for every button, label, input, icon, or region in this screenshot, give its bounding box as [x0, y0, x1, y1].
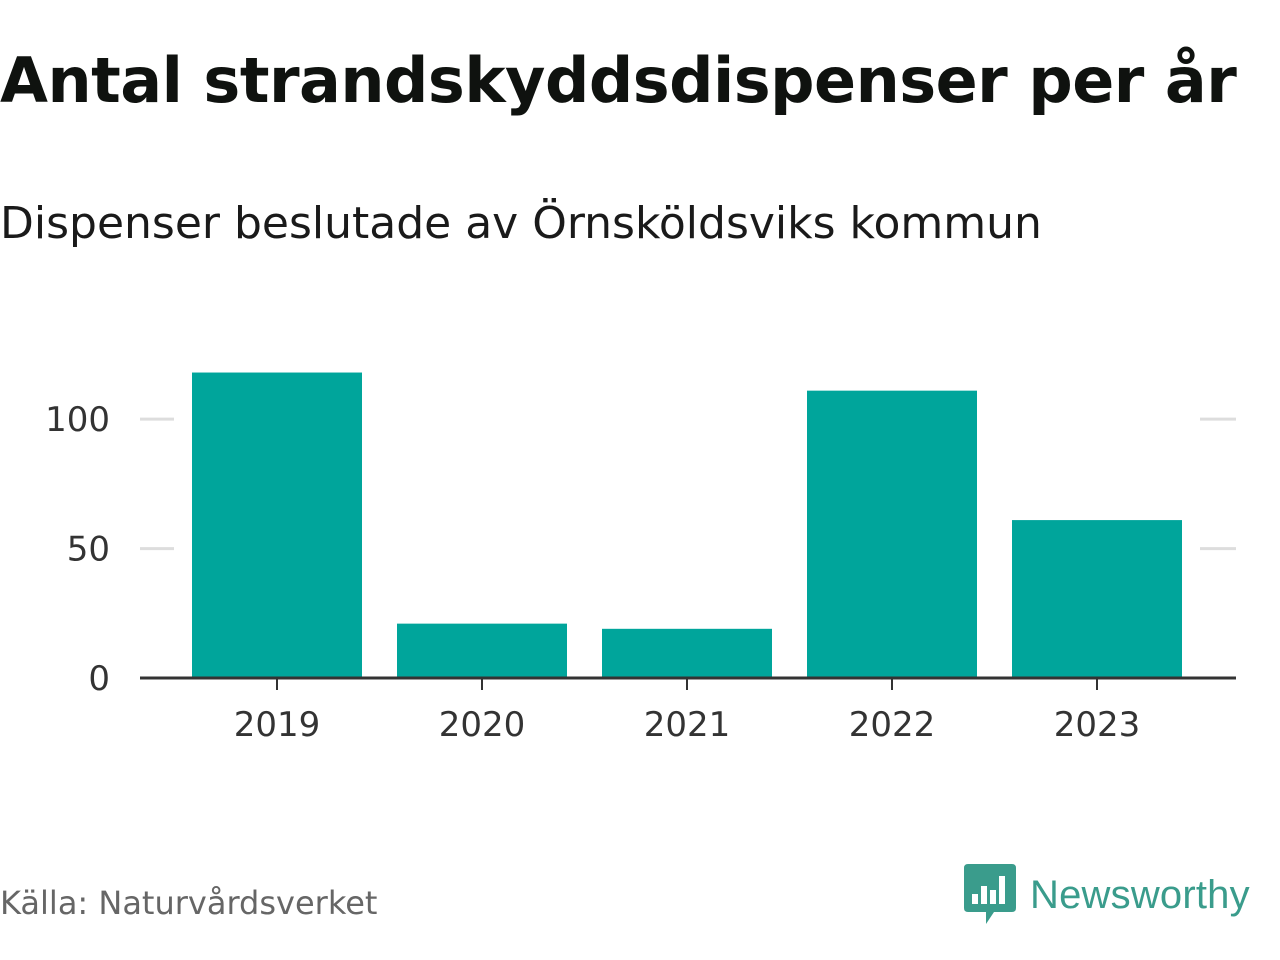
bars [174, 370, 1200, 678]
x-tick-label: 2019 [234, 705, 321, 745]
brand: Newsworthy [964, 864, 1250, 926]
bar-2022 [807, 390, 977, 678]
source-note: Källa: Naturvårdsverket [0, 884, 378, 922]
y-tick-label: 100 [45, 400, 110, 440]
x-tick-label: 2022 [849, 705, 936, 745]
y-tick-label: 50 [67, 530, 110, 570]
bar-2023 [1012, 520, 1182, 678]
chart-subtitle: Dispenser beslutade av Örnsköldsviks kom… [0, 198, 1042, 249]
chart-title: Antal strandskyddsdispenser per år [0, 44, 1237, 117]
bar-2021 [602, 628, 772, 678]
newsworthy-logo-icon [964, 864, 1016, 924]
x-tick-label: 2023 [1054, 705, 1141, 745]
axes: 0 50 100 2019 2020 2021 2022 2023 [45, 400, 1236, 745]
bar-2019 [192, 372, 362, 678]
y-tick-label: 0 [88, 659, 110, 699]
x-tick-label: 2021 [644, 705, 731, 745]
x-tick-label: 2020 [439, 705, 526, 745]
bar-2020 [397, 623, 567, 678]
brand-name: Newsworthy [1030, 872, 1250, 917]
